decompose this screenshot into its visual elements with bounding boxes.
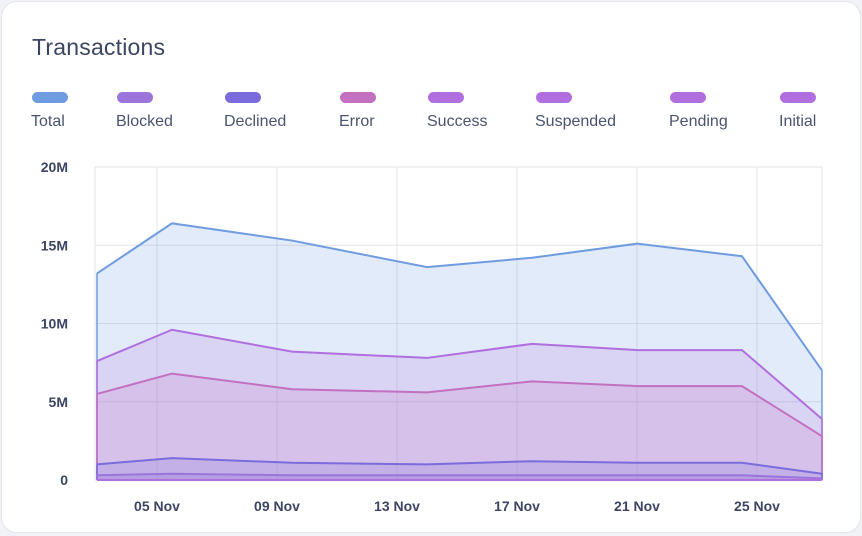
y-tick-label: 10M	[41, 316, 68, 332]
card-title: Transactions	[32, 34, 166, 60]
legend-item-total[interactable]: Total	[31, 92, 68, 131]
y-tick-label: 0	[60, 472, 68, 488]
legend-label: Total	[31, 113, 65, 130]
area-success	[97, 329, 822, 480]
legend-swatch	[117, 92, 153, 103]
x-tick-label: 09 Nov	[254, 498, 300, 514]
legend-item-suspended[interactable]: Suspended	[535, 92, 616, 131]
y-tick-label: 20M	[41, 159, 68, 175]
y-tick-label: 15M	[41, 237, 68, 253]
legend-label: Pending	[669, 113, 728, 130]
legend-label: Success	[427, 113, 488, 130]
legend-swatch	[670, 92, 706, 103]
legend-label: Initial	[779, 113, 817, 130]
line-blocked	[96, 472, 823, 480]
legend-item-success[interactable]: Success	[427, 92, 487, 131]
x-tick-label: 21 Nov	[614, 498, 660, 514]
area-error	[97, 373, 822, 480]
y-tick-label: 5M	[49, 394, 68, 410]
line-error	[96, 372, 823, 438]
legend-item-initial[interactable]: Initial	[779, 92, 816, 131]
legend-swatch	[536, 92, 572, 103]
legend-item-blocked[interactable]: Blocked	[116, 92, 173, 131]
legend-label: Suspended	[535, 113, 616, 130]
legend-label: Error	[339, 113, 375, 130]
legend-item-declined[interactable]: Declined	[224, 92, 286, 131]
x-tick-label: 25 Nov	[734, 498, 780, 514]
x-tick-label: 13 Nov	[374, 498, 420, 514]
line-declined	[96, 457, 823, 475]
line-total	[96, 222, 823, 372]
legend-swatch	[340, 92, 376, 103]
legend-label: Declined	[224, 113, 287, 130]
x-tick-label: 05 Nov	[134, 498, 180, 514]
legend-swatch	[428, 92, 464, 103]
area-total	[97, 223, 822, 480]
legend-label: Blocked	[116, 113, 173, 130]
x-tick-label: 17 Nov	[494, 498, 540, 514]
legend-item-pending[interactable]: Pending	[669, 92, 728, 131]
legend-item-error[interactable]: Error	[339, 92, 376, 131]
line-success	[96, 328, 823, 420]
legend-swatch	[780, 92, 816, 103]
legend-swatch	[32, 92, 68, 103]
legend-swatch	[225, 92, 261, 103]
